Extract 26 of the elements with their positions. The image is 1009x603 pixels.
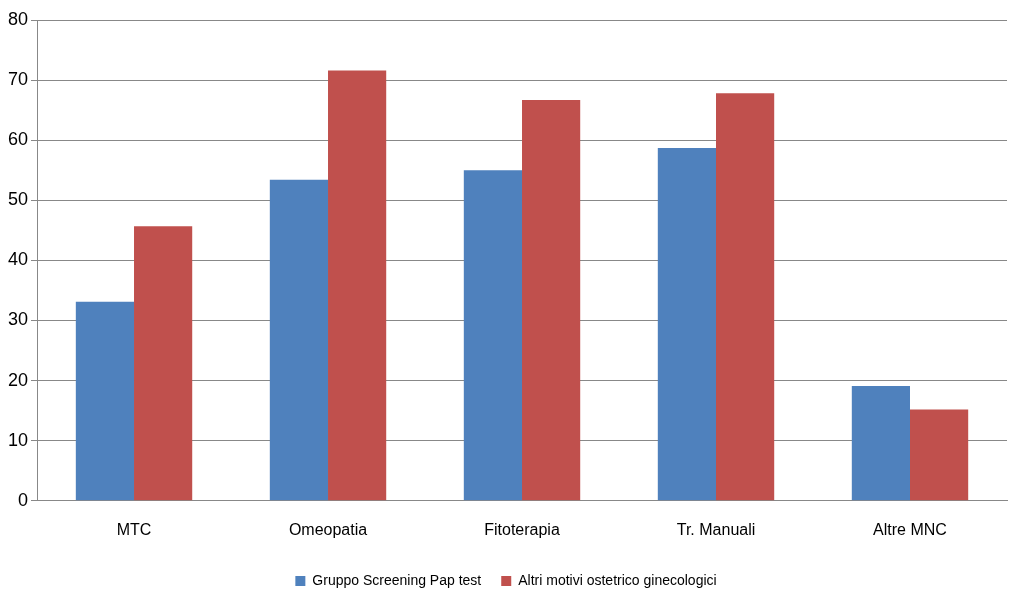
legend-label: Gruppo Screening Pap test (312, 571, 482, 588)
y-tick-label: 70 (7, 69, 29, 90)
x-tick-label: Altre MNC (873, 520, 947, 538)
bar (716, 93, 775, 501)
y-tick-label: 40 (7, 249, 29, 270)
bar (657, 148, 717, 501)
bar (851, 386, 910, 501)
legend-label: Altri motivi ostetrico ginecologici (518, 571, 717, 588)
y-tick-label: 0 (18, 489, 29, 510)
bar (134, 226, 193, 501)
bar (910, 409, 969, 501)
y-tick-label: 30 (7, 309, 29, 330)
y-tick-label: 50 (7, 189, 29, 210)
bar (269, 179, 329, 501)
x-tick-label: Fitoterapia (484, 520, 560, 538)
x-tick-label: MTC (116, 520, 152, 538)
y-tick-label: 20 (7, 369, 29, 390)
x-tick-label: Omeopatia (288, 520, 368, 538)
bar (463, 170, 523, 501)
y-tick-label: 60 (7, 129, 29, 150)
y-tick-label: 80 (7, 8, 29, 29)
bar (522, 99, 581, 501)
x-tick-label: Tr. Manuali (676, 520, 756, 538)
y-tick-label: 10 (7, 429, 29, 450)
bar (75, 301, 135, 501)
bar (328, 70, 387, 501)
